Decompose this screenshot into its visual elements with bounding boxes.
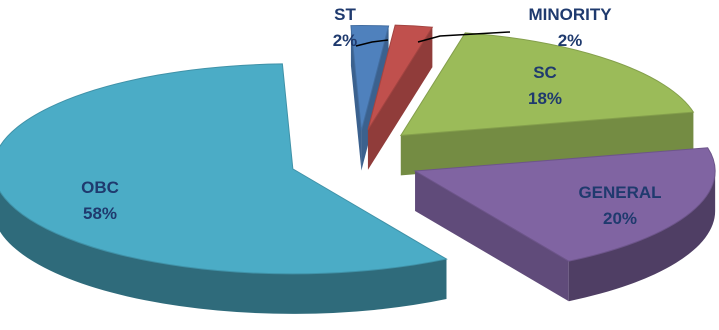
slice-label-value: 20%: [603, 209, 637, 228]
slice-rim: [568, 171, 716, 302]
slice-label-category: ST: [334, 5, 356, 24]
leader-lines: [355, 31, 511, 47]
slice-general: [413, 147, 716, 262]
slice-label-value: 2%: [558, 31, 583, 50]
slice-label-category: SC: [533, 63, 557, 82]
slice-label-category: OBC: [81, 178, 119, 197]
slice-wall: [350, 25, 362, 171]
slice-tops: [0, 24, 716, 275]
slice-st: [350, 25, 390, 131]
slice-obc: [0, 63, 448, 275]
slice-label-value: 2%: [333, 31, 358, 50]
slice-minority: [367, 24, 434, 131]
leader-line-minority: [417, 31, 511, 43]
slice-wall: [367, 27, 433, 170]
leader-line-st: [355, 39, 389, 47]
slice-rim: [0, 191, 447, 314]
slice-sc: [399, 32, 695, 136]
slice-wall: [415, 171, 569, 302]
slice-label-category: GENERAL: [578, 183, 661, 202]
slice-label-category: MINORITY: [528, 5, 612, 24]
slice-label-value: 18%: [528, 89, 562, 108]
slice-wall: [400, 112, 694, 176]
slice-label-value: 58%: [83, 204, 117, 223]
